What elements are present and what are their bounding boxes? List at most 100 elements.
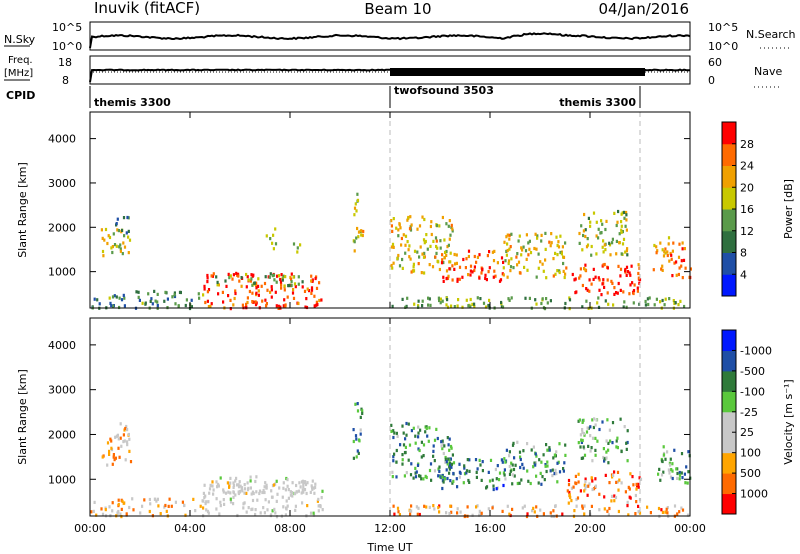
scatter-cell (129, 460, 133, 464)
scatter-cell (615, 252, 618, 256)
scatter-cell (232, 483, 236, 487)
scatter-cell (425, 233, 428, 237)
scatter-cell (397, 253, 400, 258)
scatter-cell (595, 418, 598, 422)
scatter-cell (149, 299, 152, 303)
scatter-cell (263, 511, 266, 515)
colorbar-swatch (722, 143, 736, 166)
scatter-cell (662, 254, 666, 258)
scatter-cell (108, 452, 111, 456)
scatter-cell (408, 244, 411, 248)
scatter-cell (512, 266, 515, 270)
scatter-cell (123, 304, 126, 308)
scatter-cell (607, 513, 610, 517)
scatter-cell (228, 485, 231, 489)
scatter-cell (396, 257, 399, 261)
scatter-cell (595, 252, 598, 256)
scatter-cell (625, 447, 628, 451)
scatter-cell (122, 241, 125, 245)
y-tick-label: 4000 (48, 339, 76, 352)
scatter-cell (574, 474, 577, 478)
scatter-cell (309, 511, 313, 515)
scatter-cell (150, 297, 153, 301)
scatter-cell (657, 472, 660, 476)
scatter-cell (269, 290, 272, 294)
scatter-cell (522, 449, 525, 453)
scatter-cell (120, 444, 123, 448)
scatter-cell (570, 486, 573, 490)
scatter-cell (474, 458, 478, 462)
scatter-cell (594, 275, 597, 279)
scatter-cell (671, 476, 674, 481)
scatter-cell (469, 264, 473, 268)
scatter-cell (673, 448, 676, 452)
scatter-cell (613, 470, 616, 474)
scatter-cell (554, 468, 557, 472)
scatter-cell (605, 219, 608, 223)
scatter-cell (132, 508, 135, 512)
freq-label-line1: Freq. (8, 55, 33, 66)
scatter-cell (663, 250, 666, 254)
scatter-cell (355, 455, 358, 459)
scatter-cell (321, 508, 324, 512)
scatter-cell (414, 441, 417, 445)
colorbar-swatch (722, 391, 736, 413)
scatter-cell (666, 506, 669, 510)
scatter-cell (617, 281, 620, 286)
scatter-cell (504, 259, 507, 263)
scatter-cell (108, 505, 111, 509)
scatter-cell (271, 274, 274, 278)
scatter-cell (532, 445, 535, 449)
scatter-cell (449, 251, 452, 255)
scatter-cell (634, 512, 637, 516)
scatter-cell (100, 228, 103, 232)
scatter-cell (581, 420, 584, 424)
scatter-cell (442, 275, 445, 279)
scatter-cell (144, 301, 147, 305)
scatter-cell (671, 249, 674, 253)
scatter-cell (687, 450, 690, 454)
scatter-cell (287, 488, 290, 492)
scatter-cell (128, 449, 131, 453)
scatter-cell (310, 484, 313, 488)
scatter-cell (448, 219, 451, 223)
scatter-cell (580, 456, 583, 460)
scatter-cell (448, 267, 451, 271)
scatter-cell (591, 487, 594, 492)
scatter-cell (448, 458, 451, 462)
scatter-cell (290, 272, 293, 276)
scatter-cell (275, 280, 278, 284)
scatter-cell (468, 469, 471, 473)
scatter-cell (321, 489, 324, 493)
scatter-cell (594, 448, 597, 452)
scatter-cell (660, 508, 663, 512)
scatter-cell (625, 273, 628, 277)
scatter-cell (661, 268, 664, 272)
scatter-cell (103, 238, 106, 242)
colorbar-swatch (722, 452, 736, 474)
scatter-cell (540, 233, 543, 237)
scatter-cell (101, 249, 105, 254)
scatter-cell (436, 259, 439, 263)
scatter-cell (511, 443, 515, 447)
scatter-cell (270, 495, 274, 499)
scatter-cell (554, 504, 557, 508)
scatter-cell (578, 241, 581, 245)
scatter-cell (280, 283, 283, 287)
scatter-cell (314, 485, 317, 490)
scatter-cell (462, 481, 465, 485)
scatter-cell (262, 506, 265, 510)
scatter-cell (558, 270, 561, 275)
scatter-cell (401, 257, 404, 262)
scatter-cell (390, 429, 393, 433)
colorbar-swatch (722, 230, 736, 253)
scatter-cell (590, 282, 593, 286)
scatter-cell (435, 427, 438, 431)
scatter-cell (444, 457, 447, 461)
scatter-cell (505, 253, 508, 257)
scatter-cell (465, 298, 468, 302)
nsky-line (89, 32, 691, 49)
scatter-cell (125, 512, 128, 516)
scatter-cell (303, 289, 307, 293)
scatter-cell (615, 445, 618, 449)
